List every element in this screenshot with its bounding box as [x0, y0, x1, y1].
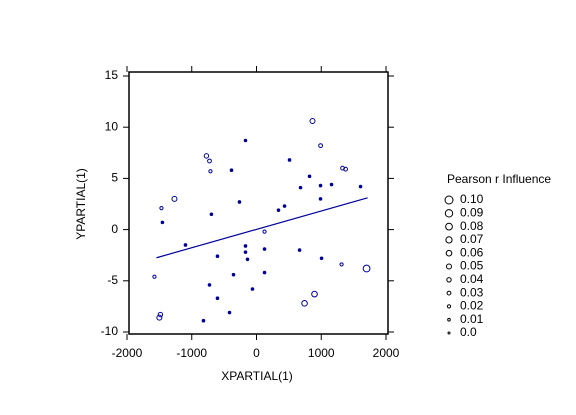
point [318, 143, 324, 149]
point [229, 168, 234, 173]
x-axis-label: XPARTIAL(1) [221, 369, 293, 383]
x-tick-label: 2000 [373, 346, 400, 360]
point [152, 274, 157, 279]
point [329, 182, 334, 187]
point [276, 208, 281, 212]
legend-title: Pearson r Influence [447, 172, 551, 186]
legend-label: 0.02 [460, 299, 484, 313]
legend-label: 0.03 [460, 285, 484, 299]
x-tick-label: -1000 [176, 346, 207, 360]
point [319, 256, 324, 261]
point [262, 270, 267, 275]
legend-label: 0.10 [460, 192, 484, 206]
point [339, 262, 344, 267]
point [243, 250, 248, 254]
point [156, 314, 163, 321]
point [227, 310, 232, 315]
legend-marker [446, 304, 452, 309]
legend-label: 0.01 [460, 312, 484, 326]
point [243, 138, 248, 143]
y-tick-label: 5 [111, 171, 118, 185]
y-tick-label: 15 [105, 68, 119, 82]
point [207, 158, 212, 164]
point [243, 244, 248, 248]
point [215, 296, 220, 301]
point [203, 153, 210, 159]
legend-marker [446, 290, 452, 296]
point [297, 248, 302, 252]
point [250, 287, 255, 291]
point [157, 311, 164, 318]
point [207, 283, 212, 287]
legend-marker [445, 222, 453, 231]
legend-marker [447, 317, 451, 322]
point [208, 169, 213, 174]
point [287, 158, 292, 162]
point [358, 184, 363, 189]
legend-label: 0.09 [460, 205, 484, 219]
point [362, 264, 371, 273]
point [183, 243, 188, 247]
y-tick-label: 0 [111, 222, 118, 236]
y-tick-label: 10 [105, 119, 119, 133]
point [343, 166, 348, 172]
y-tick-label: -5 [107, 273, 118, 287]
point [318, 197, 323, 201]
legend-marker [447, 331, 451, 335]
fit-line [156, 197, 368, 259]
legend-label: 0.06 [460, 245, 484, 259]
x-tick-label: 1000 [308, 346, 335, 360]
point [301, 300, 308, 307]
point [237, 200, 242, 204]
point [231, 272, 236, 277]
point [159, 205, 164, 211]
x-tick-label: -2000 [112, 346, 143, 360]
point [262, 229, 267, 234]
point [311, 290, 318, 298]
x-tick-label: 0 [253, 346, 260, 360]
point [282, 204, 287, 208]
legend-marker [446, 277, 452, 283]
point [171, 195, 178, 202]
legend-label: 0.07 [460, 232, 484, 246]
legend-marker [445, 249, 453, 257]
point [262, 247, 267, 251]
point [209, 212, 214, 217]
legend-label: 0.0 [460, 325, 477, 339]
point [201, 318, 206, 323]
point [245, 257, 250, 262]
point [309, 118, 316, 125]
y-tick-label: -10 [101, 324, 119, 338]
point [318, 183, 323, 188]
legend-label: 0.04 [460, 272, 484, 286]
legend-marker [444, 209, 454, 218]
legend-label: 0.08 [460, 219, 484, 233]
y-axis-label: YPARTIAL(1) [74, 168, 88, 240]
legend-label: 0.05 [460, 259, 484, 273]
plot-frame [128, 71, 389, 335]
point [298, 185, 303, 190]
point [307, 174, 312, 179]
point [215, 254, 220, 259]
legend-marker [446, 263, 452, 270]
point [160, 220, 165, 225]
legend-marker [444, 195, 454, 205]
legend-marker [445, 236, 453, 244]
